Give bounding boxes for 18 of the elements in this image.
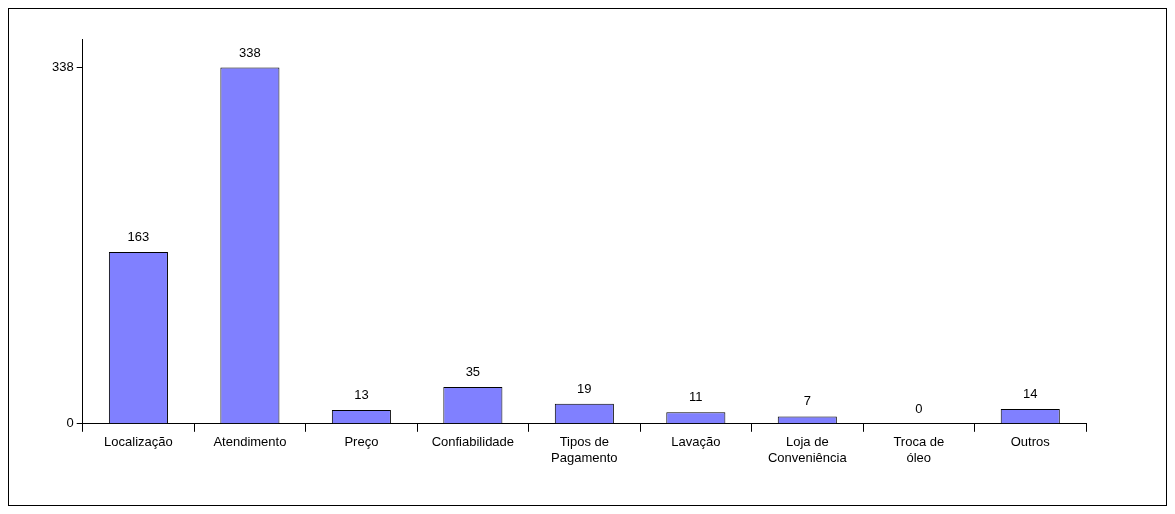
data-label: 0 xyxy=(915,400,923,416)
x-tick-label: Loja de Conveniência xyxy=(767,434,848,465)
data-label: 19 xyxy=(577,380,592,396)
data-label: 35 xyxy=(465,363,481,379)
data-label: 14 xyxy=(1023,386,1038,402)
data-label: 13 xyxy=(354,387,369,403)
x-tick-label: Localização xyxy=(104,434,173,450)
x-tick-label: Confiabilidade xyxy=(431,434,515,450)
data-label: 11 xyxy=(689,389,703,405)
data-label: 338 xyxy=(239,44,261,60)
x-tick-label: Troca de óleo xyxy=(893,434,945,465)
x-tick-label: Tipos de Pagamento xyxy=(551,434,618,465)
x-tick-label: Outros xyxy=(1010,434,1051,450)
x-tick-label: Lavação xyxy=(671,434,721,450)
x-tick-label: Atendimento xyxy=(213,434,287,450)
data-label: 163 xyxy=(127,229,150,245)
x-tick-label: Preço xyxy=(344,434,379,450)
data-label: 7 xyxy=(803,393,811,409)
